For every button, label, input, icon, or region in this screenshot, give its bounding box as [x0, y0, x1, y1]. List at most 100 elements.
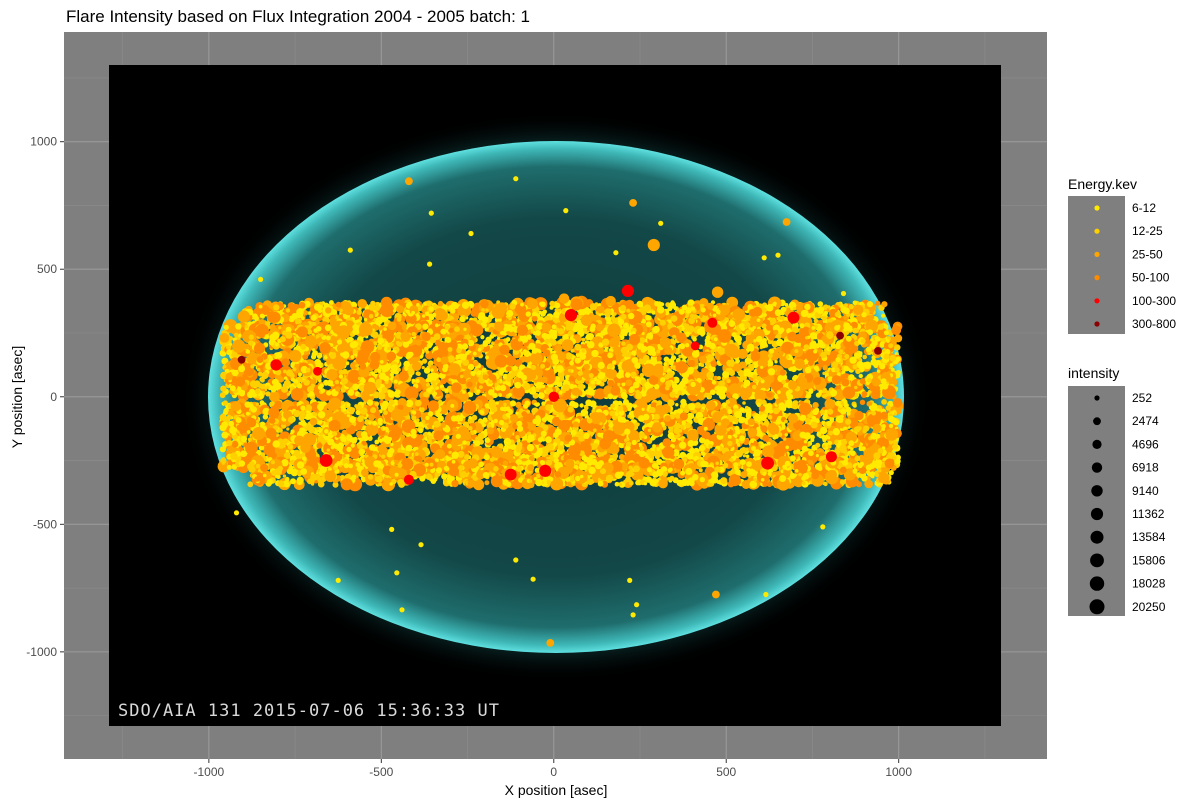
flare-point	[714, 386, 719, 391]
flare-point	[448, 363, 461, 376]
flare-point	[646, 387, 659, 401]
flare-point	[225, 372, 233, 381]
flare-point	[759, 340, 768, 349]
flare-point	[743, 368, 751, 376]
flare-point	[811, 326, 816, 330]
flare-point	[557, 340, 561, 345]
flare-point	[304, 300, 311, 308]
flare-point	[561, 339, 574, 352]
flare-point	[596, 305, 605, 314]
flare-point	[480, 335, 485, 340]
flare-point	[808, 360, 814, 367]
flare-point	[786, 393, 794, 400]
flare-point	[326, 369, 338, 381]
flare-point	[470, 323, 484, 337]
flare-point	[891, 325, 902, 336]
flare-point	[485, 355, 489, 360]
flare-point	[516, 371, 524, 379]
flare-point	[621, 359, 634, 373]
flare-point	[304, 335, 318, 348]
flare-point	[883, 330, 889, 336]
flare-point	[529, 372, 537, 380]
flare-point	[270, 387, 276, 393]
flare-point	[672, 341, 676, 345]
flare-point	[257, 368, 261, 372]
flare-point	[713, 337, 718, 342]
flare-point	[244, 324, 249, 329]
flare-point	[393, 379, 398, 384]
flare-point	[890, 367, 895, 372]
flare-point	[746, 354, 752, 359]
flare-point	[485, 308, 489, 312]
flare-point	[505, 337, 511, 342]
flare-point	[384, 341, 389, 345]
flare-point	[520, 302, 524, 307]
flare-point	[498, 370, 504, 376]
flare-point	[499, 344, 510, 355]
flare-point	[867, 377, 872, 383]
flare-point	[725, 368, 730, 373]
flare-point	[433, 391, 438, 396]
flare-point	[314, 358, 322, 366]
flare-point	[607, 379, 615, 387]
flare-point	[842, 386, 856, 400]
flare-point	[386, 351, 397, 362]
flare-point	[336, 339, 343, 345]
flare-point	[709, 342, 716, 350]
flare-point	[248, 340, 254, 346]
flare-point	[286, 427, 290, 431]
flare-point	[584, 307, 591, 315]
flare-point	[498, 393, 503, 397]
flare-point	[580, 328, 584, 332]
flare-point	[422, 358, 428, 364]
flare-point	[411, 310, 415, 315]
flare-point	[597, 361, 605, 369]
flare-point	[356, 309, 362, 315]
flare-point	[837, 324, 841, 329]
flare-point	[540, 301, 546, 308]
flare-point	[700, 307, 706, 313]
flare-point	[883, 353, 890, 360]
flare-point	[685, 307, 692, 314]
flare-point	[830, 389, 838, 397]
flare-point	[588, 373, 594, 379]
flare-point	[549, 300, 556, 307]
flare-point	[219, 392, 226, 399]
flare-point	[422, 323, 429, 330]
flare-point	[396, 317, 402, 322]
flare-point	[396, 305, 405, 314]
flare-point	[480, 299, 489, 309]
flare-point	[435, 379, 440, 384]
flare-point	[587, 341, 595, 349]
flare-point	[794, 349, 799, 354]
flare-point	[454, 326, 460, 333]
flare-point	[657, 306, 665, 314]
flare-point	[326, 390, 332, 396]
flare-point	[541, 384, 546, 389]
flare-point	[670, 315, 678, 322]
flare-point	[247, 391, 254, 399]
flare-point	[294, 318, 302, 325]
flare-point	[275, 352, 283, 359]
flare-point	[831, 375, 842, 385]
flare-point	[652, 325, 660, 334]
flare-point	[427, 361, 432, 366]
flare-point	[591, 349, 599, 358]
flare-point	[569, 360, 574, 366]
flare-point	[404, 366, 409, 371]
flare-point	[871, 377, 881, 387]
flare-point	[616, 372, 623, 379]
flare-point	[670, 355, 677, 361]
flare-point	[654, 384, 660, 390]
flare-point	[718, 304, 730, 316]
flare-point	[770, 317, 777, 325]
flare-point	[888, 343, 894, 349]
flare-point	[307, 311, 312, 315]
flare-point	[712, 313, 717, 318]
flare-point	[728, 320, 736, 327]
flare-point	[826, 331, 834, 339]
flare-point	[403, 360, 411, 368]
flare-point	[256, 356, 264, 363]
flare-point	[889, 363, 894, 367]
flare-point	[494, 321, 505, 332]
